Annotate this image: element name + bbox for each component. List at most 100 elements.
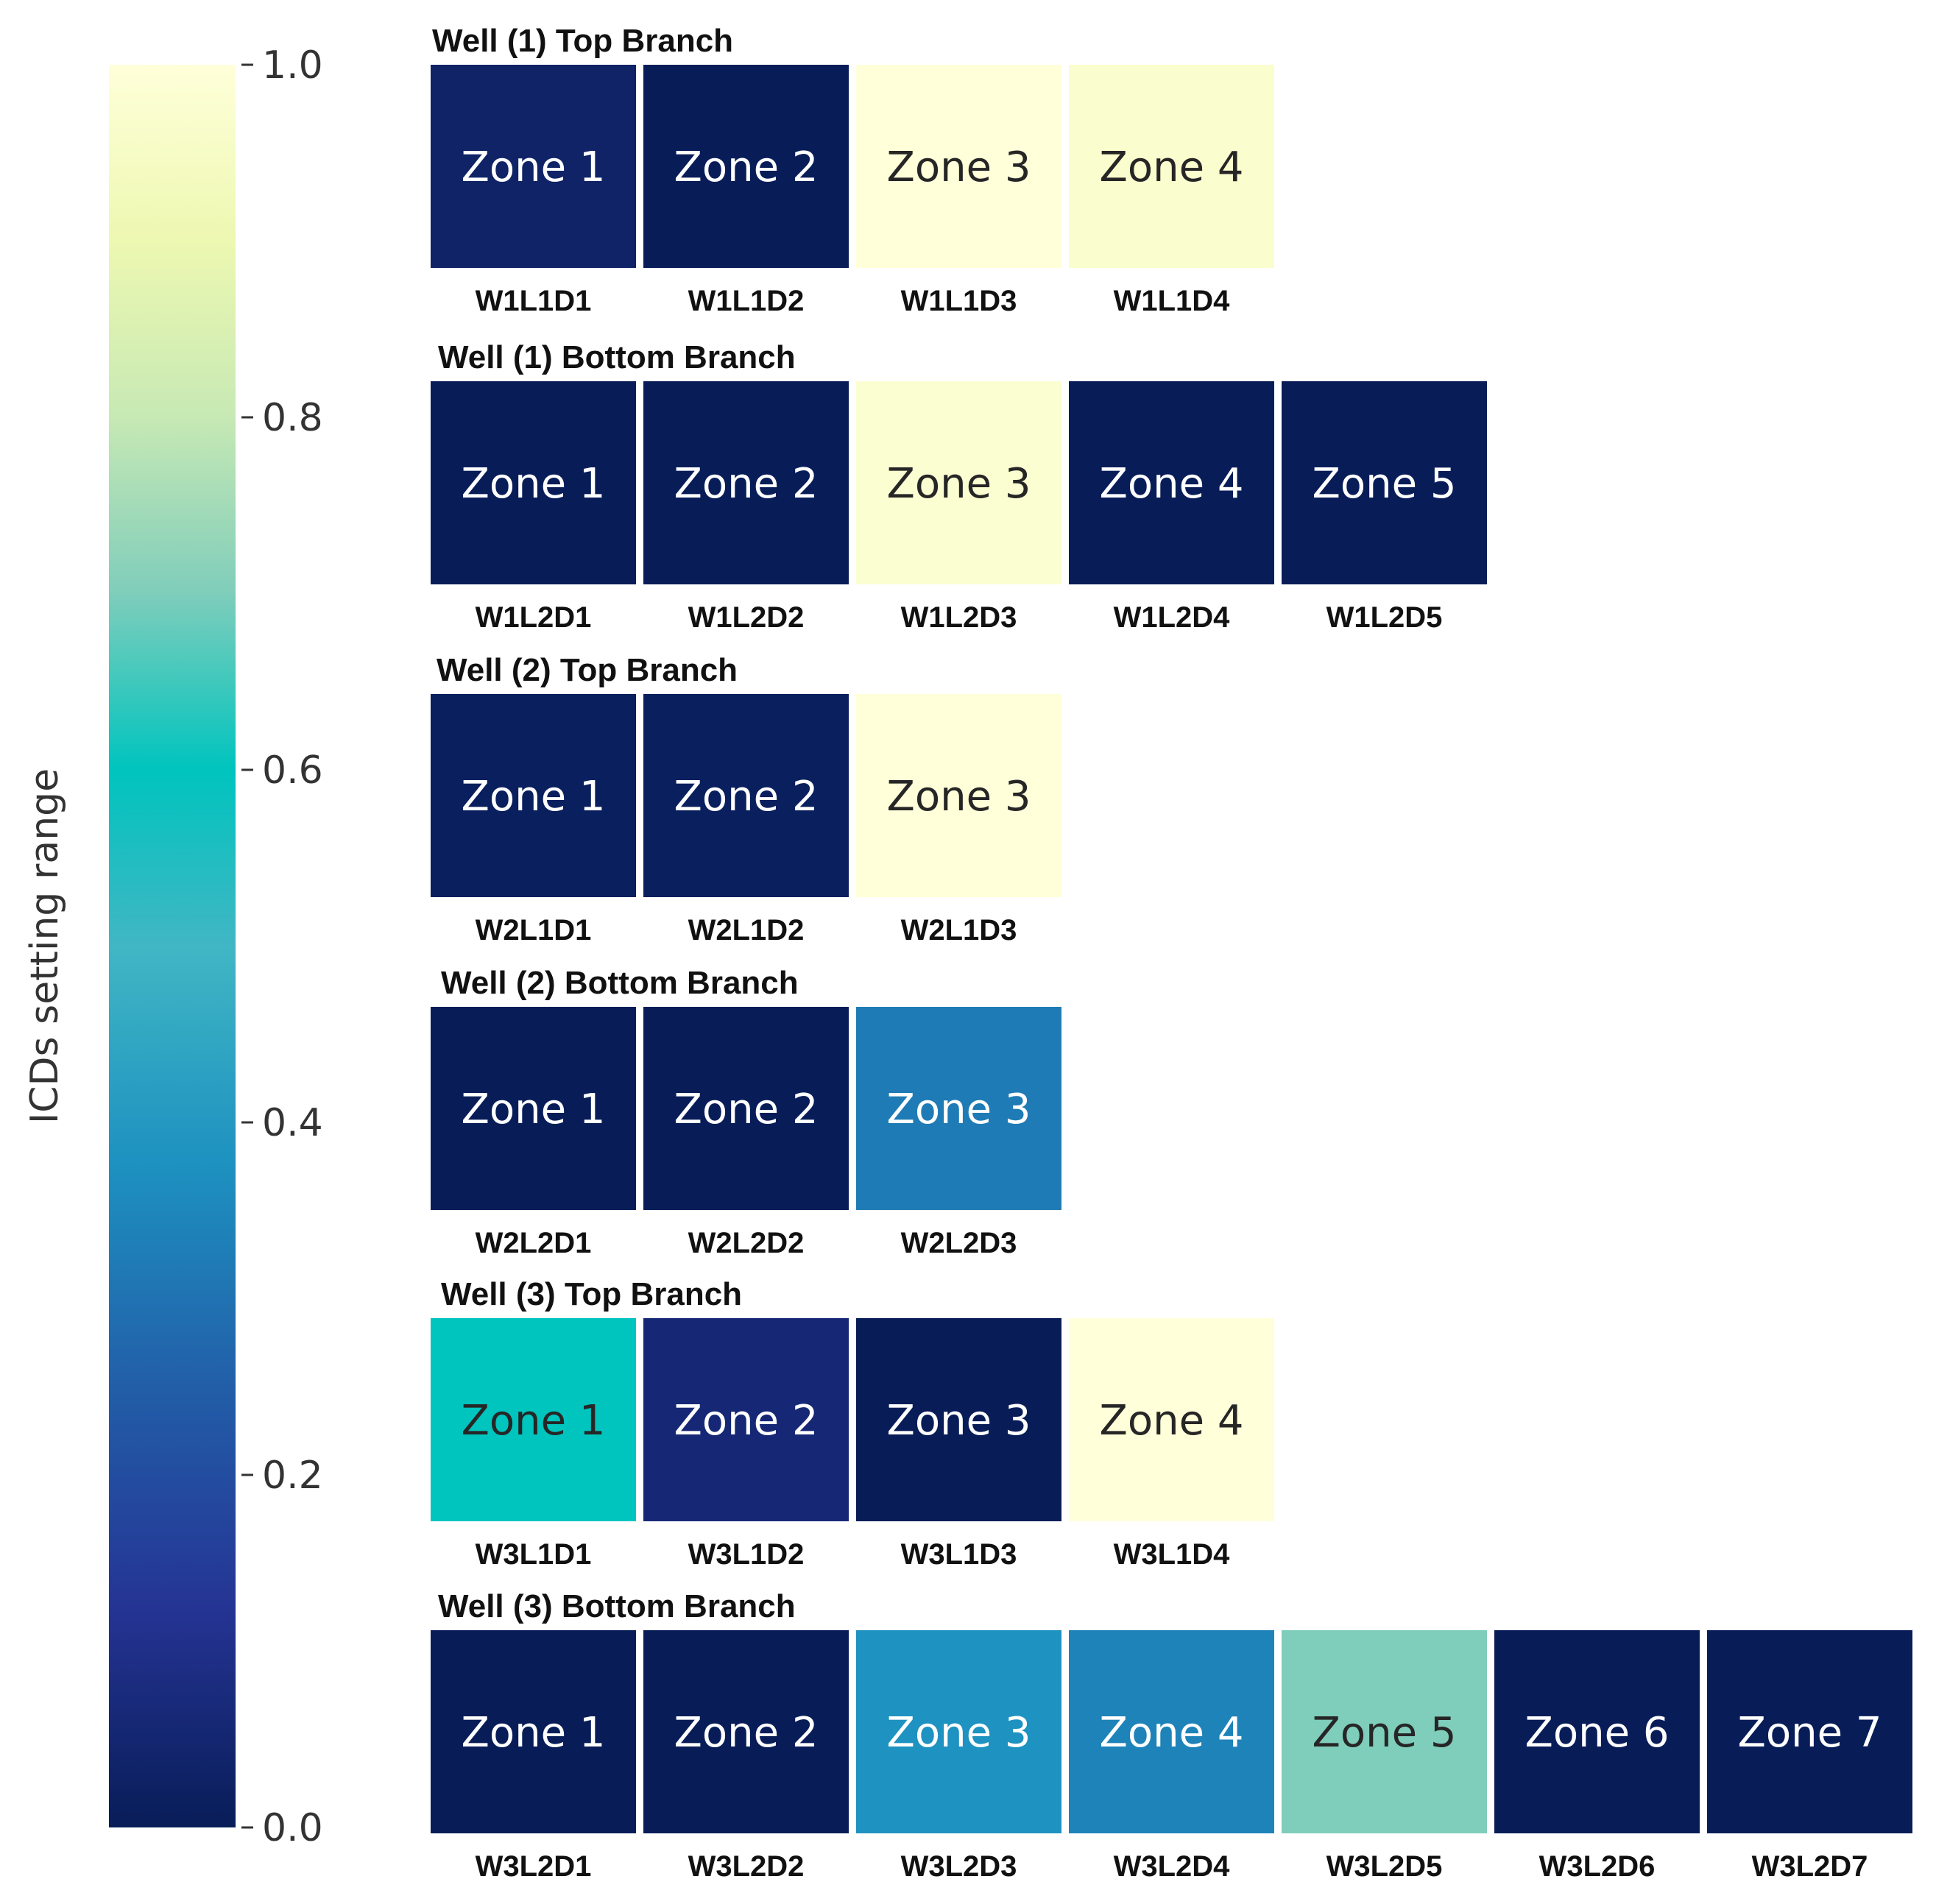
heatmap-cell bbox=[856, 65, 1061, 268]
heatmap-cell bbox=[643, 1630, 849, 1833]
heatmap-cell bbox=[1069, 1318, 1274, 1521]
device-label: W2L2D2 bbox=[688, 1227, 805, 1259]
device-label: W2L2D1 bbox=[476, 1227, 592, 1259]
heatmap-cell bbox=[856, 694, 1061, 897]
branch-panel: Well (2) Bottom Branch Zone 1 W2L2D1 Zone 2… bbox=[431, 965, 1061, 1259]
device-label: W3L2D1 bbox=[476, 1850, 592, 1883]
device-label: W3L1D1 bbox=[476, 1538, 592, 1571]
device-label: W3L2D2 bbox=[688, 1850, 805, 1883]
zone-label: Zone 2 bbox=[674, 1397, 819, 1445]
branch-title: Well (1) Top Branch bbox=[432, 23, 733, 59]
device-label: W1L2D5 bbox=[1326, 601, 1443, 634]
heatmap-cell bbox=[856, 1007, 1061, 1210]
branch-panel: Well (3) Bottom Branch Zone 1 W3L2D1 Zone 2… bbox=[431, 1588, 1912, 1883]
colorbar-axis-label: ICDs setting range bbox=[23, 768, 67, 1124]
heatmap-cell bbox=[431, 65, 636, 268]
zone-label: Zone 4 bbox=[1100, 460, 1244, 508]
device-label: W2L1D3 bbox=[901, 914, 1017, 946]
heatmap-cell bbox=[1282, 1630, 1487, 1833]
zone-label: Zone 6 bbox=[1525, 1709, 1670, 1757]
colorbar-gradient-bar bbox=[109, 65, 236, 1827]
device-label: W1L1D1 bbox=[476, 285, 592, 317]
device-label: W1L1D2 bbox=[688, 285, 805, 317]
heatmap-cell bbox=[856, 1630, 1061, 1833]
device-label: W1L2D1 bbox=[476, 601, 592, 634]
zone-label: Zone 1 bbox=[462, 773, 606, 821]
colorbar-tick-label: 0.8 bbox=[262, 396, 323, 440]
heatmap-panels: Well (1) Top Branch Zone 1 W1L1D1 Zone 2 W1L… bbox=[431, 23, 1912, 1883]
branch-panel: Well (3) Top Branch Zone 1 W3L1D1 Zone 2 W3L… bbox=[431, 1276, 1274, 1571]
heatmap-cell bbox=[1707, 1630, 1912, 1833]
heatmap-cell bbox=[1069, 381, 1274, 584]
zone-label: Zone 2 bbox=[674, 460, 819, 508]
heatmap-cell bbox=[643, 694, 849, 897]
zone-label: Zone 3 bbox=[887, 1397, 1031, 1445]
zone-label: Zone 5 bbox=[1313, 1709, 1457, 1757]
device-label: W3L2D5 bbox=[1326, 1850, 1443, 1883]
heatmap-cell bbox=[643, 381, 849, 584]
zone-label: Zone 2 bbox=[674, 773, 819, 821]
zone-label: Zone 1 bbox=[462, 1397, 606, 1445]
zone-label: Zone 3 bbox=[887, 460, 1031, 508]
zone-label: Zone 1 bbox=[462, 1086, 606, 1133]
zone-label: Zone 3 bbox=[887, 1086, 1031, 1133]
device-label: W3L1D3 bbox=[901, 1538, 1017, 1571]
branch-title: Well (3) Top Branch bbox=[441, 1276, 742, 1312]
colorbar-tick-label: 0.2 bbox=[262, 1454, 323, 1498]
colorbar: 0.0 0.2 0.4 0.6 0.8 1.0 ICDs setting range bbox=[23, 43, 323, 1850]
zone-label: Zone 1 bbox=[462, 1709, 606, 1757]
zone-label: Zone 2 bbox=[674, 1709, 819, 1757]
device-label: W3L2D4 bbox=[1114, 1850, 1231, 1883]
zone-label: Zone 3 bbox=[887, 773, 1031, 821]
zone-label: Zone 3 bbox=[887, 1709, 1031, 1757]
device-label: W3L1D2 bbox=[688, 1538, 805, 1571]
heatmap-cell bbox=[643, 1007, 849, 1210]
device-label: W1L2D4 bbox=[1114, 601, 1231, 634]
zone-label: Zone 2 bbox=[674, 1086, 819, 1133]
device-label: W3L1D4 bbox=[1114, 1538, 1231, 1571]
device-label: W1L2D2 bbox=[688, 601, 805, 634]
device-label: W2L1D2 bbox=[688, 914, 805, 946]
heatmap-cell bbox=[1282, 381, 1487, 584]
heatmap-cell bbox=[431, 1630, 636, 1833]
branch-title: Well (2) Top Branch bbox=[437, 652, 738, 688]
zone-label: Zone 7 bbox=[1738, 1709, 1882, 1757]
zone-label: Zone 1 bbox=[462, 144, 606, 191]
colorbar-tick-label: 0.6 bbox=[262, 748, 323, 793]
device-label: W3L2D3 bbox=[901, 1850, 1017, 1883]
device-label: W1L1D4 bbox=[1114, 285, 1231, 317]
branch-title: Well (2) Bottom Branch bbox=[441, 965, 799, 1001]
zone-label: Zone 1 bbox=[462, 460, 606, 508]
heatmap-cell bbox=[431, 1007, 636, 1210]
zone-label: Zone 5 bbox=[1313, 460, 1457, 508]
zone-label: Zone 2 bbox=[674, 144, 819, 191]
device-label: W3L2D7 bbox=[1752, 1850, 1868, 1883]
device-label: W2L2D3 bbox=[901, 1227, 1017, 1259]
branch-title: Well (3) Bottom Branch bbox=[438, 1588, 796, 1624]
branch-title: Well (1) Bottom Branch bbox=[438, 339, 796, 375]
branch-panel: Well (2) Top Branch Zone 1 W2L1D1 Zone 2 W2L… bbox=[431, 652, 1061, 946]
device-label: W2L1D1 bbox=[476, 914, 592, 946]
heatmap-cell bbox=[643, 65, 849, 268]
heatmap-cell bbox=[431, 1318, 636, 1521]
zone-label: Zone 4 bbox=[1100, 144, 1244, 191]
zone-label: Zone 4 bbox=[1100, 1397, 1244, 1445]
device-label: W1L1D3 bbox=[901, 285, 1017, 317]
zone-label: Zone 4 bbox=[1100, 1709, 1244, 1757]
colorbar-tick-label: 0.4 bbox=[262, 1101, 323, 1145]
heatmap-cell bbox=[1069, 1630, 1274, 1833]
heatmap-cell bbox=[431, 381, 636, 584]
colorbar-tick-label: 1.0 bbox=[262, 43, 323, 88]
heatmap-cell bbox=[856, 381, 1061, 584]
branch-panel: Well (1) Bottom Branch Zone 1 W1L2D1 Zone 2… bbox=[431, 339, 1487, 634]
branch-panel: Well (1) Top Branch Zone 1 W1L1D1 Zone 2 W1L… bbox=[431, 23, 1274, 317]
zone-label: Zone 3 bbox=[887, 144, 1031, 191]
heatmap-cell bbox=[1494, 1630, 1700, 1833]
heatmap-cell bbox=[1069, 65, 1274, 268]
device-label: W3L2D6 bbox=[1539, 1850, 1656, 1883]
heatmap-cell bbox=[431, 694, 636, 897]
heatmap-cell bbox=[643, 1318, 849, 1521]
device-label: W1L2D3 bbox=[901, 601, 1017, 634]
colorbar-tick-label: 0.0 bbox=[262, 1806, 323, 1850]
